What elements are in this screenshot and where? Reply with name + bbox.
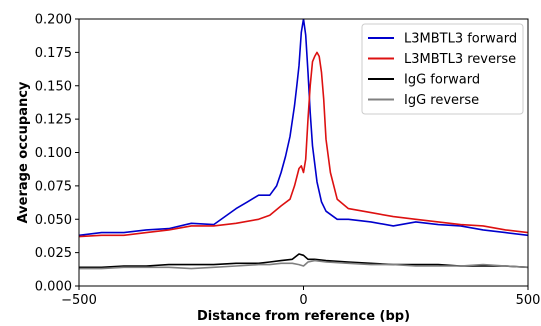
- y-tick-label: 0.000: [35, 280, 72, 295]
- y-tick-label: 0.050: [35, 213, 72, 228]
- y-axis-title: Average occupancy: [16, 81, 31, 223]
- x-tick-label: −500: [61, 293, 97, 308]
- y-tick-label: 0.100: [35, 146, 72, 161]
- y-tick-label: 0.200: [35, 13, 72, 28]
- legend-box: [361, 23, 524, 115]
- y-tick-label: 0.075: [35, 179, 72, 194]
- legend-label: L3MBTL3 forward: [404, 32, 517, 47]
- legend-label: IgG reverse: [404, 93, 479, 108]
- plot-area: [79, 19, 528, 270]
- series-line-2: [79, 51, 528, 238]
- x-tick-label: 500: [516, 293, 541, 308]
- y-tick-label: 0.125: [35, 113, 72, 128]
- legend: L3MBTL3 forward L3MBTL3 reverse IgG forwar…: [361, 23, 524, 115]
- series-line-4: [79, 259, 528, 270]
- y-tick-label: 0.150: [35, 79, 72, 94]
- y-tick-label: 0.175: [35, 46, 72, 61]
- series-line-3: [79, 253, 528, 269]
- legend-label: L3MBTL3 reverse: [404, 52, 516, 67]
- x-tick-label: 0: [299, 293, 307, 308]
- axes: 0.000 0.025 0.050 0.075 0.100 0.125 0.150 0.175…: [35, 13, 541, 309]
- y-tick-label: 0.025: [35, 246, 72, 261]
- series-line-1: [79, 19, 528, 237]
- x-axis-title: Distance from reference (bp): [197, 309, 410, 322]
- legend-label: IgG forward: [404, 73, 480, 88]
